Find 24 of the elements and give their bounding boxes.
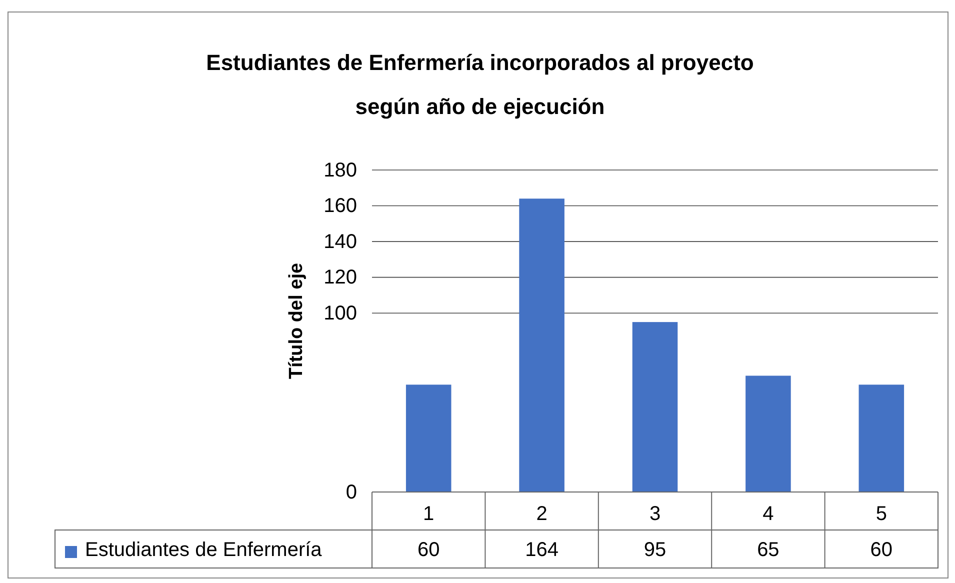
bar <box>406 384 452 492</box>
data-label: 164 <box>525 539 558 561</box>
y-tick-label: 100 <box>324 302 357 325</box>
chart-title: Estudiantes de Enfermería incorporados al proyecto según año de ejecución <box>206 50 754 119</box>
bar <box>632 322 678 492</box>
y-tick-label: 120 <box>324 266 357 289</box>
x-tick-label: 3 <box>649 503 661 525</box>
y-axis-title: Título del eje <box>286 262 307 380</box>
data-label: 65 <box>757 539 780 561</box>
bar <box>519 198 564 492</box>
bar <box>858 384 904 492</box>
x-tick-label: 5 <box>876 503 887 525</box>
x-tick-label: 1 <box>423 503 434 525</box>
data-label: 60 <box>870 539 893 561</box>
data-label: 95 <box>644 539 666 561</box>
y-tick-label: 140 <box>324 230 357 253</box>
data-label: 60 <box>417 539 440 561</box>
legend-label: Estudiantes de Enfermería <box>85 539 323 561</box>
bar <box>746 376 791 492</box>
x-tick-label: 2 <box>536 503 548 525</box>
y-tick-label: 160 <box>324 195 357 218</box>
y-tick-label: 0 <box>346 481 357 504</box>
y-tick-label: 180 <box>324 159 357 182</box>
x-tick-label: 4 <box>762 503 774 525</box>
